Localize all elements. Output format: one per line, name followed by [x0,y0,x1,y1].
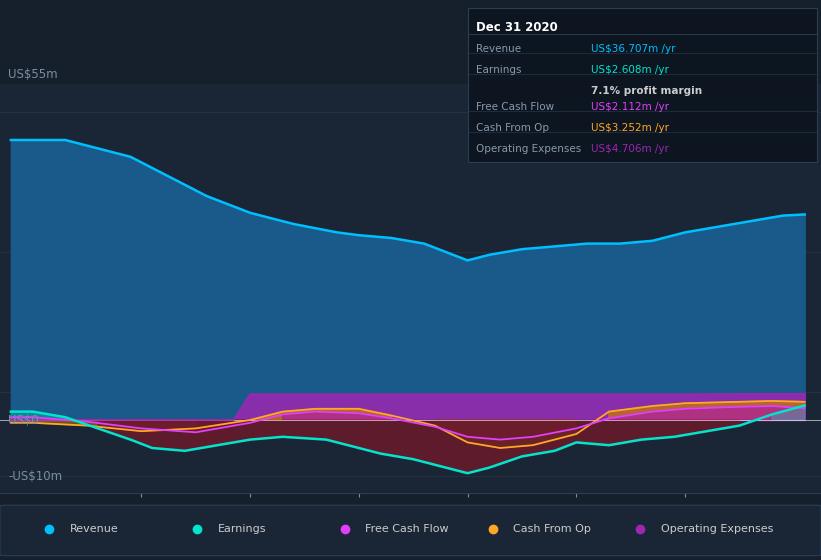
Text: US$36.707m /yr: US$36.707m /yr [591,44,676,54]
Text: Revenue: Revenue [70,524,118,534]
Text: US$0: US$0 [8,413,39,427]
Text: Earnings: Earnings [476,65,521,75]
Text: Cash From Op: Cash From Op [476,123,549,133]
Text: US$3.252m /yr: US$3.252m /yr [591,123,669,133]
Text: US$4.706m /yr: US$4.706m /yr [591,144,669,155]
Text: Free Cash Flow: Free Cash Flow [365,524,449,534]
Text: Dec 31 2020: Dec 31 2020 [476,21,558,34]
Bar [0,84,685,493]
FancyBboxPatch shape [0,505,821,556]
Text: US$55m: US$55m [8,68,57,81]
Text: Free Cash Flow: Free Cash Flow [476,102,554,112]
Text: Operating Expenses: Operating Expenses [476,144,581,155]
Text: US$2.112m /yr: US$2.112m /yr [591,102,669,112]
Text: US$2.608m /yr: US$2.608m /yr [591,65,669,75]
Text: -US$10m: -US$10m [8,469,62,483]
Text: Cash From Op: Cash From Op [513,524,591,534]
Bar [685,84,821,493]
Text: 7.1% profit margin: 7.1% profit margin [591,86,702,96]
Text: Earnings: Earnings [218,524,266,534]
Text: Operating Expenses: Operating Expenses [661,524,773,534]
Text: Revenue: Revenue [476,44,521,54]
